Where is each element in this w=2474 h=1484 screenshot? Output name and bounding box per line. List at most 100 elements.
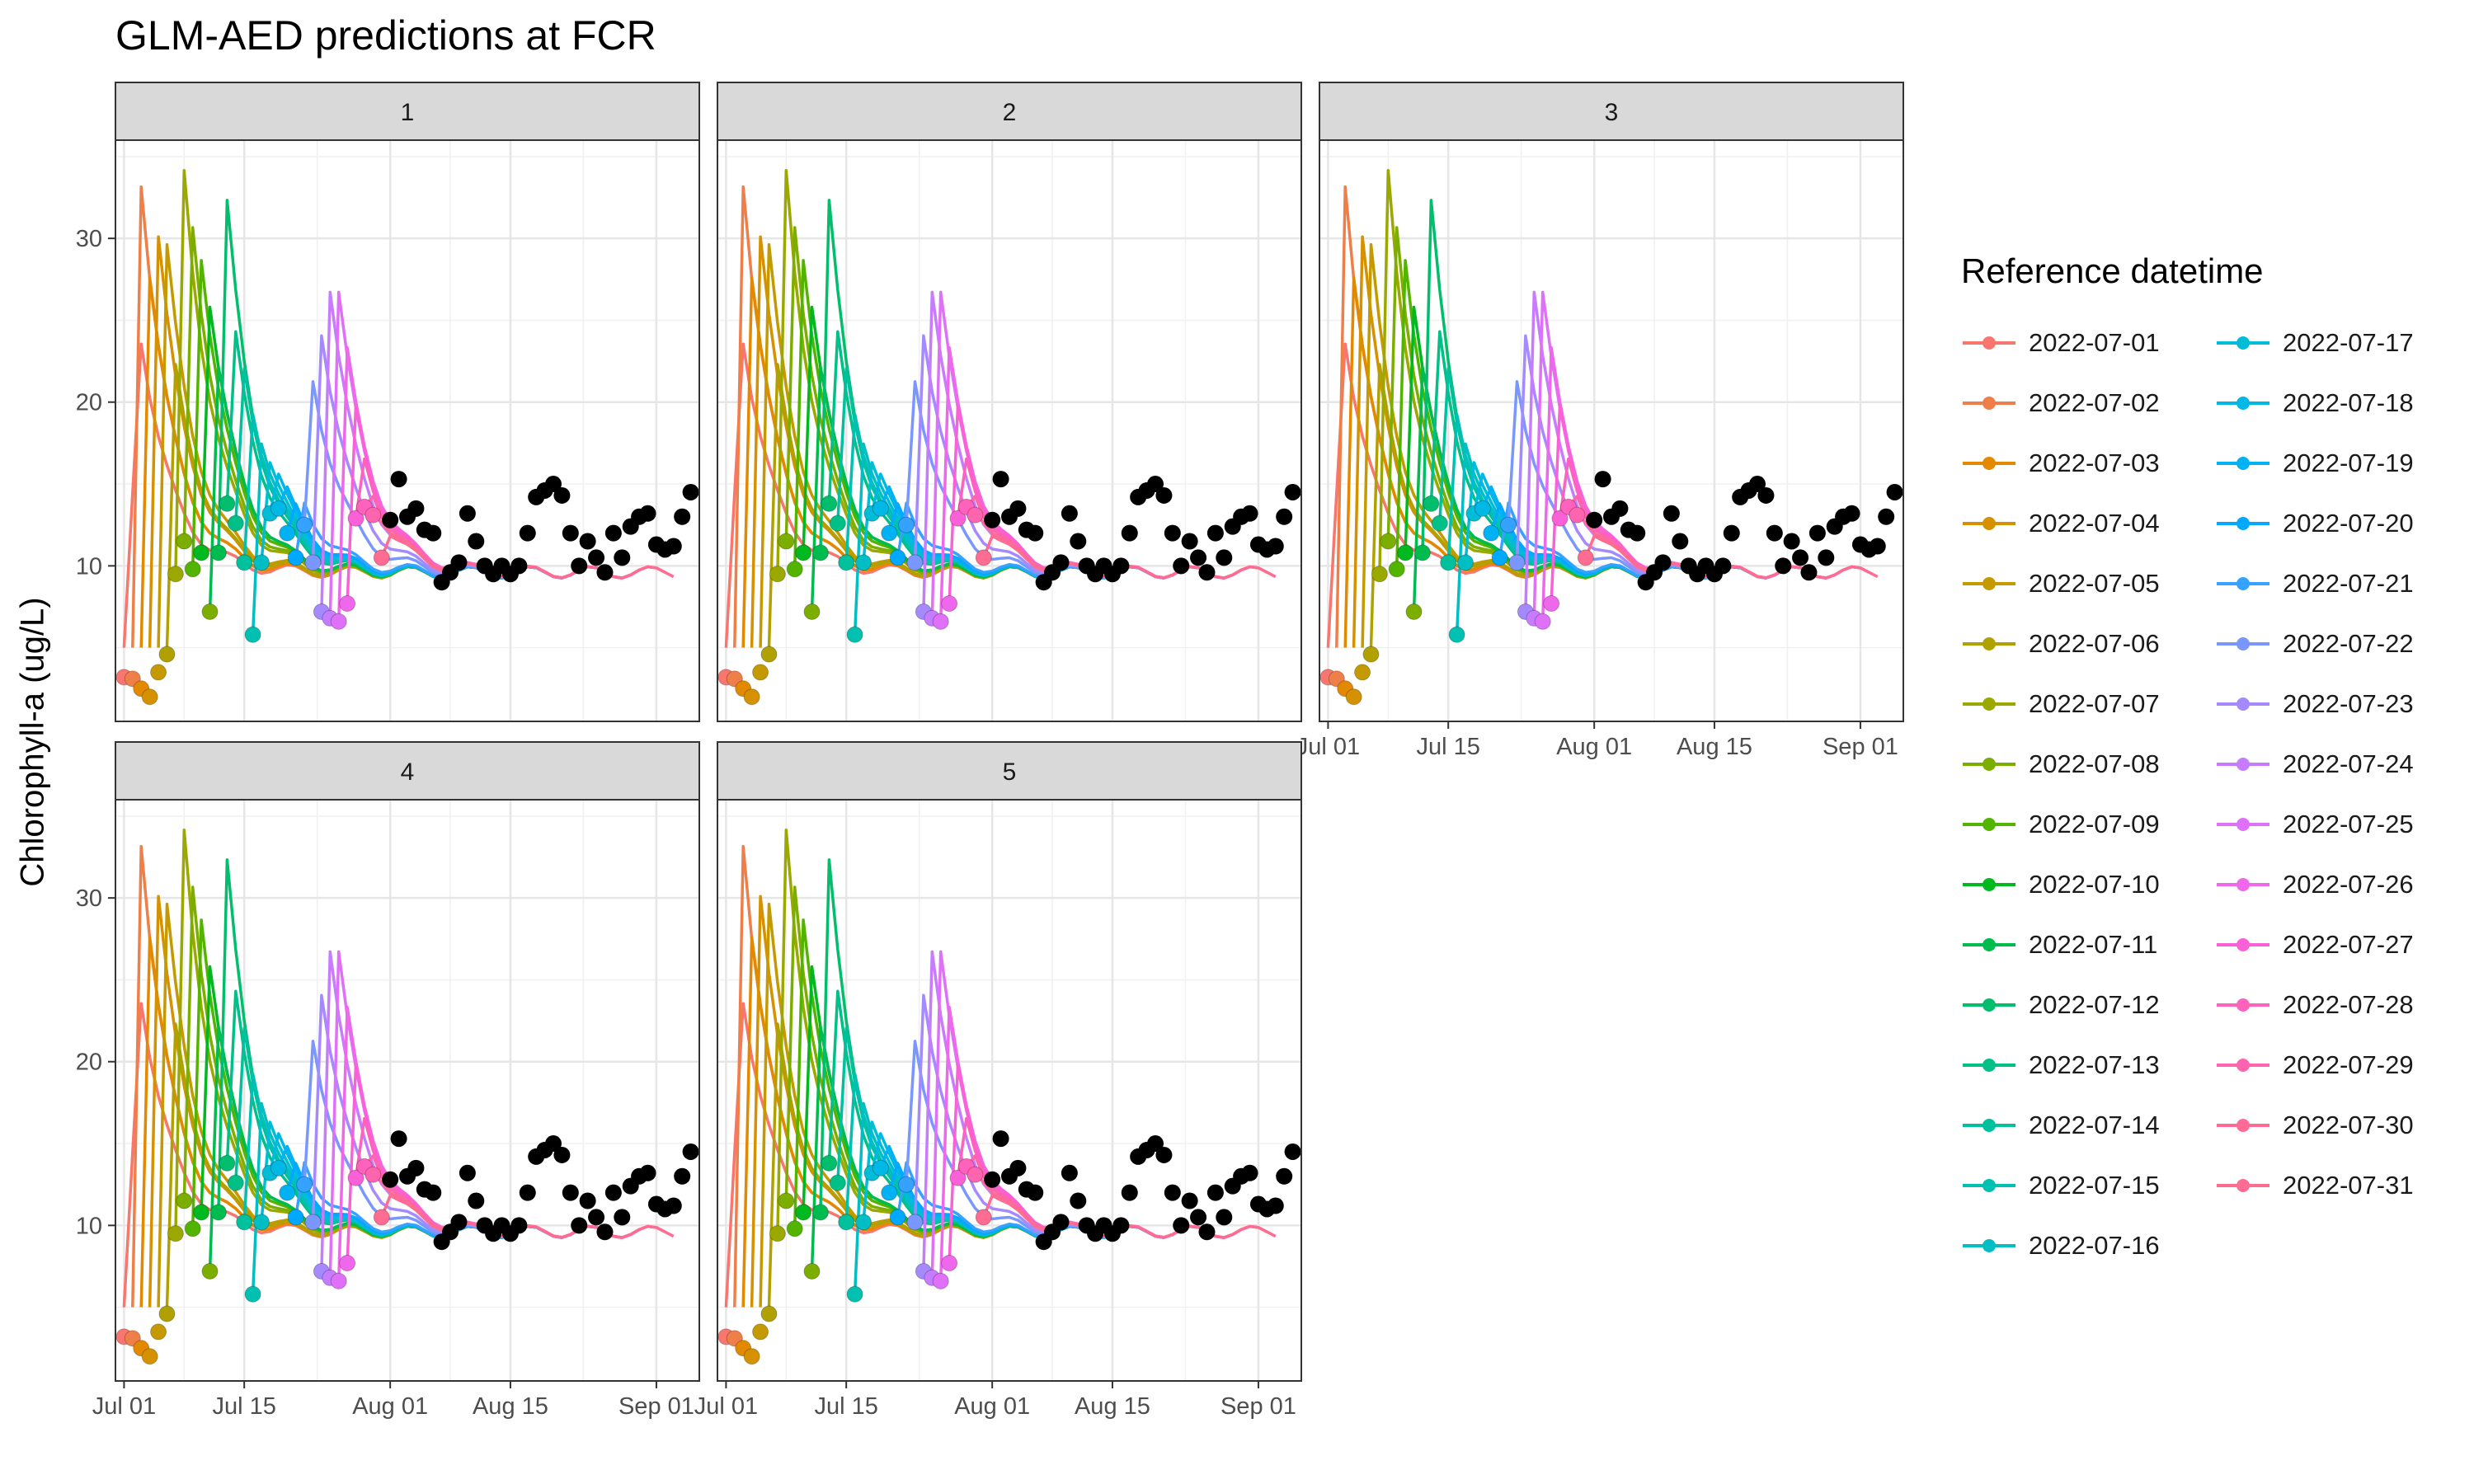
legend-label: 2022-07-22 [2283,628,2414,658]
facet-strip [1319,82,1904,141]
observation-point [468,533,485,550]
data-point [743,688,760,706]
data-point [193,1204,210,1221]
x-tick-label: Aug 15 [1677,734,1752,760]
observation-point [382,1171,399,1188]
observation-point [1061,505,1078,522]
facet-strip [115,82,700,141]
observation-point [596,1223,614,1241]
observation-point [1070,533,1087,550]
initial-points [717,1154,992,1365]
legend-key [2215,326,2271,359]
observation-point [984,1171,1001,1188]
data-point [872,1159,889,1176]
legend-key [1961,989,2017,1021]
legend-key [1961,447,2017,480]
observation-point [1190,1209,1207,1226]
legend-key [1961,627,2017,660]
observations [984,471,1301,591]
observation-point [468,1192,485,1209]
y-tick-label: 10 [76,553,102,580]
initial-points [115,495,390,706]
data-point [1405,603,1423,620]
facet-panel-4: 4 10 20 30 Jul 01 Jul 15 Aug 01 Aug 15 Sep 01 [76,741,700,1420]
legend-item: 2022-07-10 [1961,854,2215,914]
legend-item: 2022-07-19 [2215,433,2469,493]
data-point [760,646,778,663]
x-tick-label: Jul 01 [1296,734,1360,760]
legend-item: 2022-07-08 [1961,734,2215,794]
data-point [287,549,304,566]
data-point [296,516,313,533]
x-tick-label: Aug 15 [473,1393,548,1420]
facet-panel-3: 3 Jul 01 Jul 15 Aug 01 Aug 15 Sep 01 [1296,82,1904,760]
legend-label: 2022-07-06 [2029,628,2160,658]
data-point [881,524,898,542]
data-point [236,554,253,571]
observation-point [571,1217,588,1234]
legend-label: 2022-07-20 [2283,508,2414,538]
x-tick-label: Sep 01 [1823,734,1898,760]
data-point [279,1184,296,1201]
data-point [244,626,261,643]
observation-point [1594,471,1611,488]
data-point [752,1323,769,1341]
observation-point [545,476,562,493]
data-point [967,1166,984,1183]
legend-key [1961,1169,2017,1202]
data-point [184,1220,201,1237]
legend-item: 2022-07-31 [2215,1155,2469,1215]
observation-point [1792,549,1809,566]
observation-point [510,1217,528,1234]
observation-point [1241,505,1258,522]
data-point [769,1225,786,1242]
observation-point [459,1164,476,1181]
data-point [244,1285,261,1303]
legend-label: 2022-07-17 [2283,327,2414,357]
legend-label: 2022-07-03 [2029,448,2160,477]
y-tick-label: 10 [76,1213,102,1239]
data-point [253,1214,270,1231]
data-point [855,554,872,571]
legend-key [1961,688,2017,721]
legend-item: 2022-07-24 [2215,734,2469,794]
legend-key [2215,627,2271,660]
data-point [803,603,821,620]
data-point [150,1323,167,1341]
observation-point [562,1184,579,1201]
legend-label: 2022-07-05 [2029,568,2160,598]
observation-point [604,524,622,542]
legend-label: 2022-07-24 [2283,749,2414,778]
data-point [778,533,795,550]
legend-key [1961,1229,2017,1262]
observation-point [1027,524,1044,542]
legend-label: 2022-07-25 [2283,809,2414,838]
legend-item: 2022-07-04 [1961,493,2215,553]
data-point [287,1209,304,1226]
legend-key [2215,989,2271,1021]
legend-label: 2022-07-15 [2029,1170,2160,1200]
data-point [304,554,322,571]
data-point [209,544,227,561]
observation-point [519,524,536,542]
data-point [270,1159,287,1176]
data-point [184,561,201,578]
plot-area [717,140,1301,721]
observation-point [459,505,476,522]
data-point [1371,566,1388,583]
forecast-line-2022-07-31 [1584,534,1879,580]
legend-label: 2022-07-04 [2029,508,2160,538]
forecast-line-2022-07-31 [380,534,675,580]
data-point [846,1285,863,1303]
observation-point [553,1146,571,1163]
observation-point [1216,549,1233,566]
observation-point [588,549,605,566]
facet-strip-label: 2 [1003,99,1017,126]
legend-label: 2022-07-08 [2029,749,2160,778]
observation-point [1783,533,1800,550]
x-tick-label: Jul 01 [92,1393,156,1420]
observation-point [1808,524,1826,542]
legend-key [1961,1049,2017,1082]
data-point [838,1214,855,1231]
legend-key [2215,447,2271,480]
